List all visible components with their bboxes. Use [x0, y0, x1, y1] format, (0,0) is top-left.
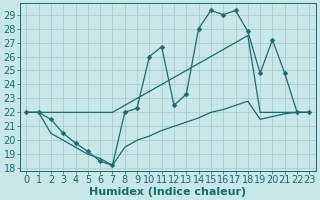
- X-axis label: Humidex (Indice chaleur): Humidex (Indice chaleur): [89, 187, 246, 197]
